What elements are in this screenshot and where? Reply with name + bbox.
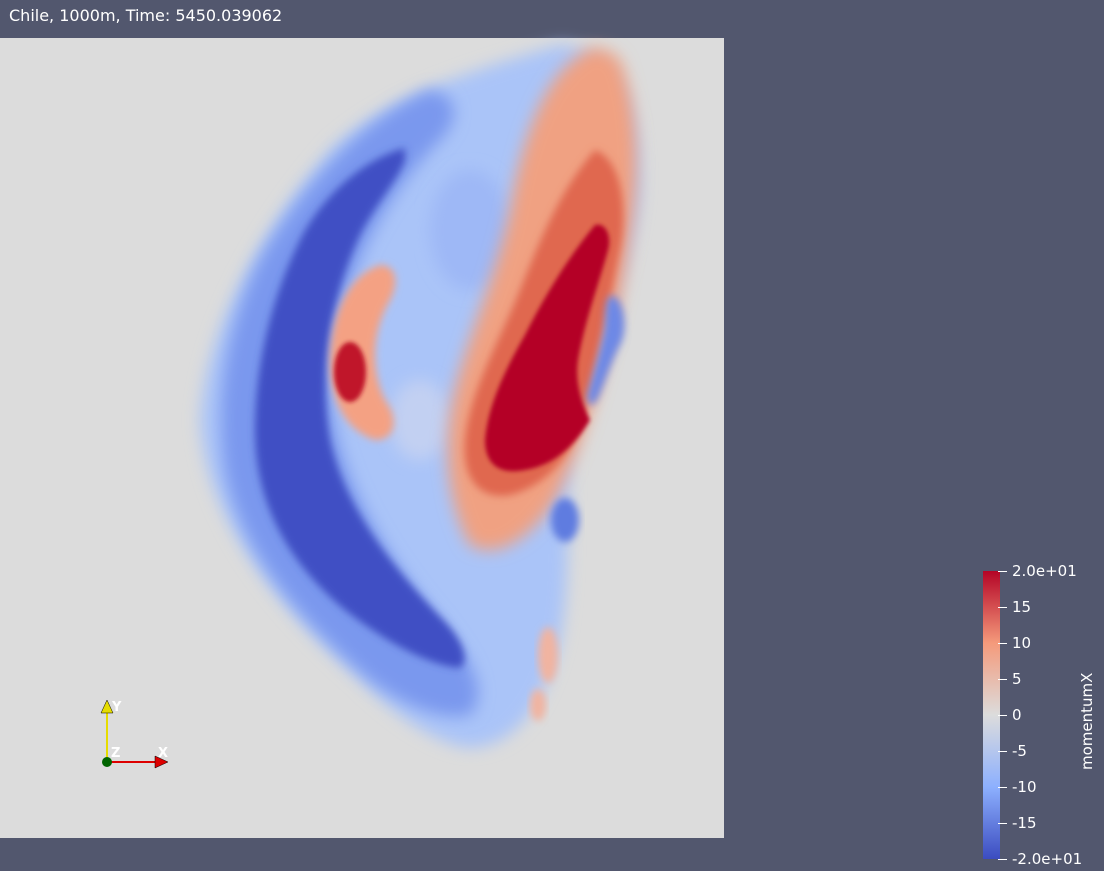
orientation-axes: [100, 699, 169, 769]
coast-blue-ripples: [551, 498, 579, 542]
colorbar-tick: [998, 787, 1007, 788]
colorbar-title: momentumX: [1078, 672, 1096, 770]
colorbar-tick-label: 10: [1012, 634, 1032, 652]
warm-region-core: [485, 224, 610, 472]
colorbar-tick-label: -10: [1012, 778, 1037, 796]
colorbar-tick: [998, 643, 1007, 644]
colorbar-tick: [998, 571, 1007, 572]
minor-blue-patch: [390, 380, 450, 460]
coast-warm-patch: [538, 627, 558, 683]
minor-blue-patch: [430, 170, 510, 290]
coast-blue-ripples: [587, 295, 625, 405]
coast-warm-patch: [530, 689, 546, 721]
x-axis-label: X: [158, 746, 169, 761]
wave-band-mid: [221, 90, 479, 717]
colorbar-tick-label: -2.0e+01: [1012, 850, 1083, 868]
colorbar-tick: [998, 859, 1007, 860]
wave-band-deep-blue: [255, 148, 465, 668]
colorbar-tick: [998, 679, 1007, 680]
colorbar-tick-label: 5: [1012, 670, 1022, 688]
inner-warm-core: [334, 342, 366, 402]
y-axis-label: Y: [112, 700, 122, 715]
colorbar-tick: [998, 607, 1007, 608]
colorbar-tick-label: 2.0e+01: [1012, 562, 1077, 580]
colorbar-tick: [998, 823, 1007, 824]
z-axis-label: Z: [111, 746, 121, 761]
colorbar-tick: [998, 751, 1007, 752]
colorbar-tick-label: -15: [1012, 814, 1037, 832]
colorbar-tick: [998, 715, 1007, 716]
colorbar[interactable]: [983, 571, 1000, 859]
colorbar-tick-label: 0: [1012, 706, 1022, 724]
colorbar-tick-label: -5: [1012, 742, 1027, 760]
view-title: Chile, 1000m, Time: 5450.039062: [9, 6, 283, 25]
colorbar-tick-label: 15: [1012, 598, 1032, 616]
